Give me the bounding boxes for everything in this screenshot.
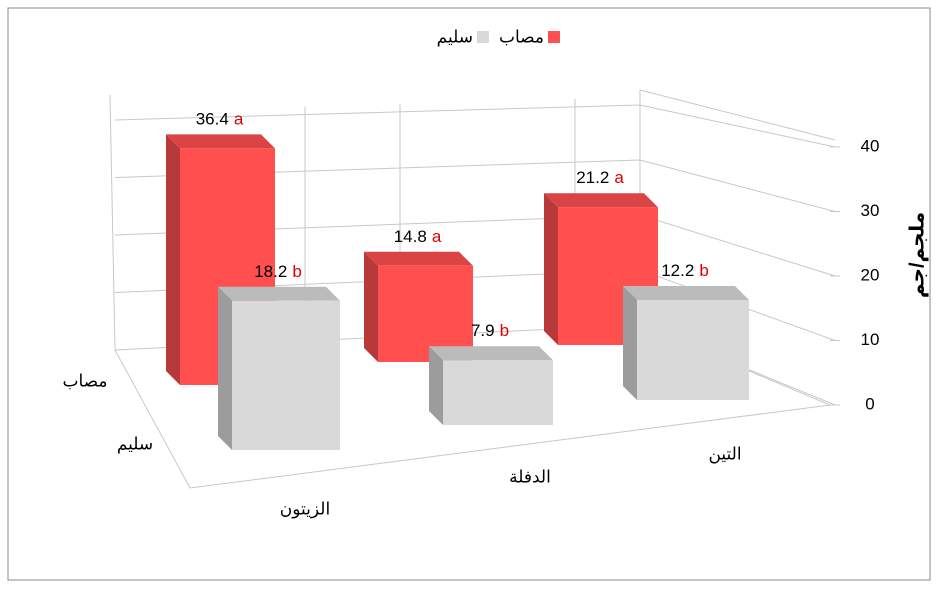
data-label-value: 21.2 (576, 169, 609, 188)
data-label-value: 14.8 (394, 227, 427, 246)
data-label-value: 36.4 (196, 110, 229, 129)
y-tick-label: 30 (861, 201, 880, 220)
grid-line (114, 104, 836, 148)
bar-top (429, 346, 553, 361)
y-axis-title: ملجم/جم (906, 212, 928, 298)
bar-top (218, 286, 340, 301)
data-label-letter: b (292, 262, 301, 281)
data-label-letter: b (699, 261, 708, 280)
grid-line (114, 159, 836, 212)
bar (218, 286, 340, 450)
legend-label: مصاب (499, 27, 544, 46)
bar-side (166, 134, 180, 385)
bar (364, 251, 473, 362)
data-label: 14.8 a (394, 227, 442, 246)
bar-top (166, 134, 275, 149)
bar-side (429, 346, 443, 425)
bar-top (544, 193, 658, 208)
legend-label: سليم (437, 27, 473, 47)
bar (544, 193, 658, 345)
bar-side (218, 286, 232, 450)
bar-top (623, 285, 749, 300)
data-label-letter: a (432, 227, 442, 246)
depth-label: مصاب (62, 371, 107, 390)
data-label: 18.2 b (254, 262, 302, 281)
y-tick-label: 40 (861, 136, 880, 155)
y-tick-label: 0 (865, 394, 874, 413)
y-tick-label: 10 (861, 330, 880, 349)
bar-front (637, 299, 749, 400)
bar (429, 346, 553, 425)
data-label-letter: a (234, 110, 244, 129)
data-label-value: 12.2 (661, 261, 694, 280)
bar-side (544, 193, 558, 345)
y-tick-label: 20 (861, 265, 880, 284)
x-tick-label: الدفلة (509, 467, 551, 486)
data-label-value: 7.9 (471, 322, 495, 341)
data-label: 12.2 b (661, 261, 709, 280)
legend-swatch (476, 31, 489, 43)
data-label-letter: a (614, 169, 624, 188)
bar-front (443, 360, 553, 425)
bar-front (232, 300, 340, 450)
data-label-letter: b (500, 322, 509, 341)
bar-front (378, 265, 473, 362)
bar-side (364, 251, 378, 362)
x-tick-label: التين (708, 444, 741, 463)
x-tick-label: الزيتون (280, 499, 330, 518)
data-label: 7.9 b (471, 322, 509, 341)
bar-side (623, 285, 637, 400)
data-label: 36.4 a (196, 110, 244, 129)
legend-swatch (548, 31, 560, 43)
bar (623, 285, 749, 400)
data-label-value: 18.2 (254, 262, 287, 281)
depth-label: سليم (117, 434, 153, 454)
data-label: 21.2 a (576, 169, 624, 188)
bar-top (364, 251, 473, 266)
